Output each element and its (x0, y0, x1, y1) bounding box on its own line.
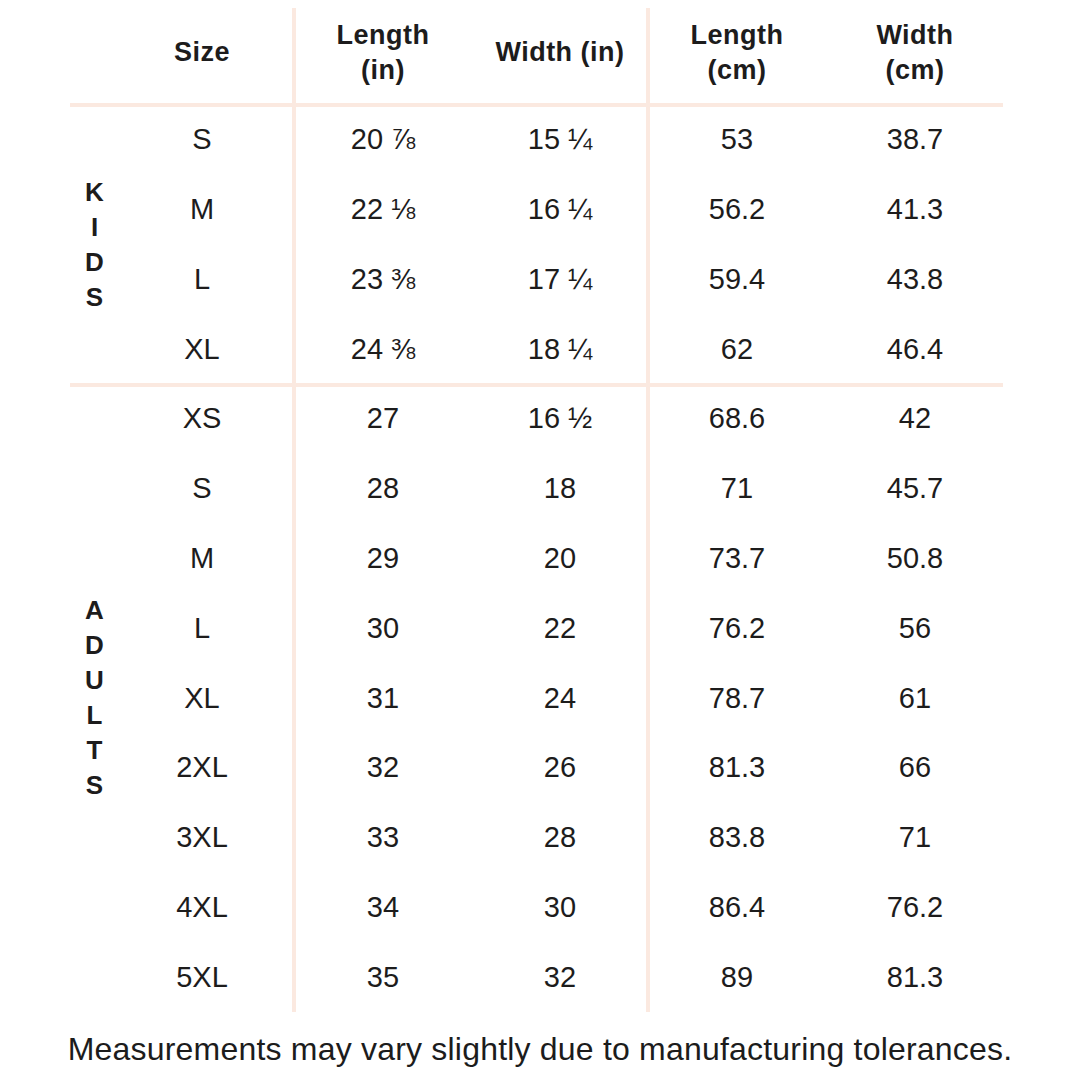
value-cell: 34 (294, 872, 472, 942)
size-cell: L (110, 245, 294, 315)
value-cell: 32 (472, 942, 648, 1012)
column-header-width-in: Width (in) (472, 0, 648, 105)
size-cell: 4XL (110, 872, 294, 942)
column-header-size: Size (110, 0, 294, 105)
value-cell: 31 (294, 663, 472, 733)
value-cell: 16 ½ (472, 384, 648, 454)
value-cell: 41.3 (826, 175, 1004, 245)
value-cell: 78.7 (648, 663, 826, 733)
value-cell: 81.3 (648, 733, 826, 803)
size-cell: 2XL (110, 733, 294, 803)
size-cell: XS (110, 384, 294, 454)
value-cell: 22 ⅛ (294, 175, 472, 245)
size-cell: 5XL (110, 942, 294, 1012)
value-cell: 83.8 (648, 803, 826, 873)
value-cell: 24 (472, 663, 648, 733)
value-cell: 42 (826, 384, 1004, 454)
value-cell: 71 (648, 454, 826, 524)
value-cell: 76.2 (826, 872, 1004, 942)
value-cell: 18 (472, 454, 648, 524)
value-cell: 28 (294, 454, 472, 524)
value-cell: 27 (294, 384, 472, 454)
value-cell: 23 ⅜ (294, 245, 472, 315)
value-cell: 33 (294, 803, 472, 873)
size-cell: L (110, 593, 294, 663)
value-cell: 68.6 (648, 384, 826, 454)
value-cell: 30 (294, 593, 472, 663)
column-header-length-cm: Length (cm) (648, 0, 826, 105)
value-cell: 38.7 (826, 105, 1004, 175)
value-cell: 81.3 (826, 942, 1004, 1012)
value-cell: 86.4 (648, 872, 826, 942)
value-cell: 61 (826, 663, 1004, 733)
size-table: Size Length (in) Width (in) Length (cm) … (110, 0, 1004, 1012)
size-cell: 3XL (110, 803, 294, 873)
value-cell: 56.2 (648, 175, 826, 245)
value-cell: 56 (826, 593, 1004, 663)
value-cell: 16 ¼ (472, 175, 648, 245)
value-cell: 35 (294, 942, 472, 1012)
value-cell: 28 (472, 803, 648, 873)
value-cell: 66 (826, 733, 1004, 803)
size-cell: M (110, 175, 294, 245)
tolerance-note: Measurements may vary slightly due to ma… (0, 1031, 1080, 1068)
value-cell: 20 ⅞ (294, 105, 472, 175)
value-cell: 29 (294, 524, 472, 594)
value-cell: 46.4 (826, 314, 1004, 384)
size-cell: S (110, 105, 294, 175)
value-cell: 20 (472, 524, 648, 594)
value-cell: 18 ¼ (472, 314, 648, 384)
value-cell: 17 ¼ (472, 245, 648, 315)
value-cell: 76.2 (648, 593, 826, 663)
value-cell: 43.8 (826, 245, 1004, 315)
value-cell: 89 (648, 942, 826, 1012)
value-cell: 59.4 (648, 245, 826, 315)
value-cell: 30 (472, 872, 648, 942)
value-cell: 32 (294, 733, 472, 803)
size-cell: XL (110, 663, 294, 733)
value-cell: 50.8 (826, 524, 1004, 594)
value-cell: 24 ⅜ (294, 314, 472, 384)
size-cell: S (110, 454, 294, 524)
value-cell: 22 (472, 593, 648, 663)
value-cell: 45.7 (826, 454, 1004, 524)
size-cell: XL (110, 314, 294, 384)
column-header-length-in: Length (in) (294, 0, 472, 105)
value-cell: 53 (648, 105, 826, 175)
column-header-width-cm: Width (cm) (826, 0, 1004, 105)
value-cell: 71 (826, 803, 1004, 873)
value-cell: 15 ¼ (472, 105, 648, 175)
size-cell: M (110, 524, 294, 594)
value-cell: 26 (472, 733, 648, 803)
value-cell: 73.7 (648, 524, 826, 594)
value-cell: 62 (648, 314, 826, 384)
size-chart: KIDS ADULTS Size Length (in) Width (in) … (0, 0, 1080, 1080)
